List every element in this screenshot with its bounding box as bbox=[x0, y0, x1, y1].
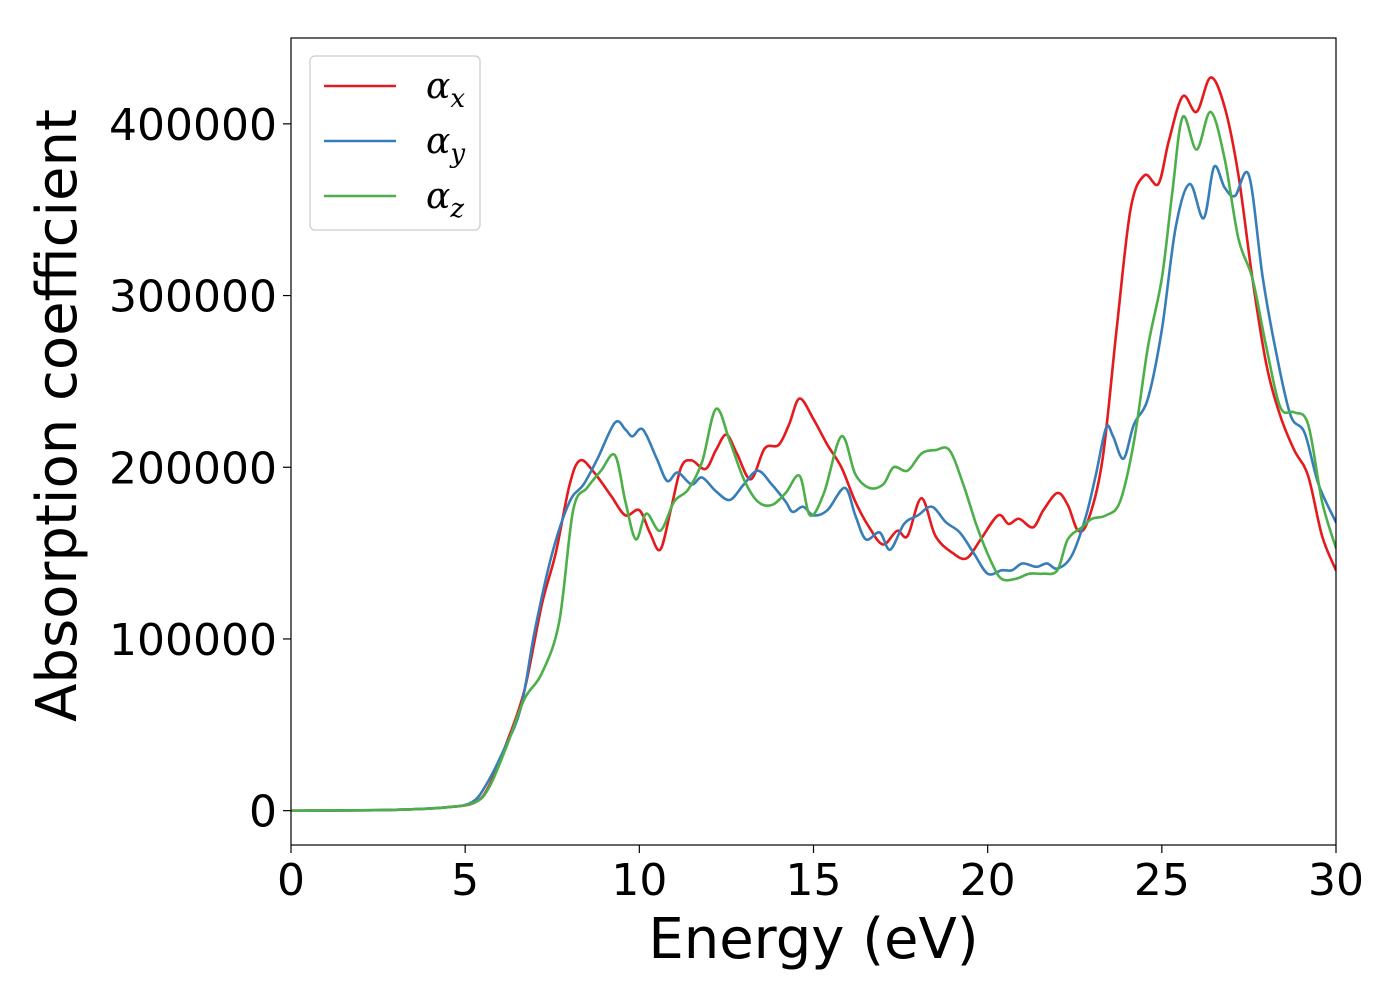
x-tick-label: 30 bbox=[1308, 855, 1364, 906]
x-axis-title: Energy (eV) bbox=[648, 907, 978, 972]
x-tick-label: 20 bbox=[960, 855, 1016, 906]
legend-box bbox=[309, 55, 481, 231]
y-tick-label: 200000 bbox=[109, 443, 277, 494]
y-tick-label: 100000 bbox=[109, 615, 277, 666]
y-tick-label: 300000 bbox=[109, 272, 277, 323]
series-line-y bbox=[291, 164, 1336, 812]
axes: 0 5 10 15 20 25 30 0 100000 200000 300000 400000 bbox=[109, 37, 1364, 906]
legend-label-z: αz bbox=[426, 176, 464, 224]
legend-label-y: αy bbox=[426, 121, 465, 169]
legend-label-x: αx bbox=[426, 66, 465, 114]
x-tick-label: 15 bbox=[786, 855, 842, 906]
x-tick-label: 0 bbox=[277, 855, 305, 906]
series-lines bbox=[291, 76, 1336, 812]
series-line-z bbox=[291, 110, 1336, 812]
series-line-x bbox=[291, 76, 1336, 812]
y-axis-title: Absorption coefficient bbox=[25, 109, 90, 722]
plot-area bbox=[291, 76, 1336, 812]
y-tick-label: 0 bbox=[249, 787, 277, 838]
x-tick-label: 25 bbox=[1134, 855, 1190, 906]
x-tick-label: 10 bbox=[611, 855, 667, 906]
x-tick-label: 5 bbox=[451, 855, 479, 906]
legend: αx αy αz bbox=[309, 55, 481, 231]
y-tick-label: 400000 bbox=[109, 100, 277, 151]
